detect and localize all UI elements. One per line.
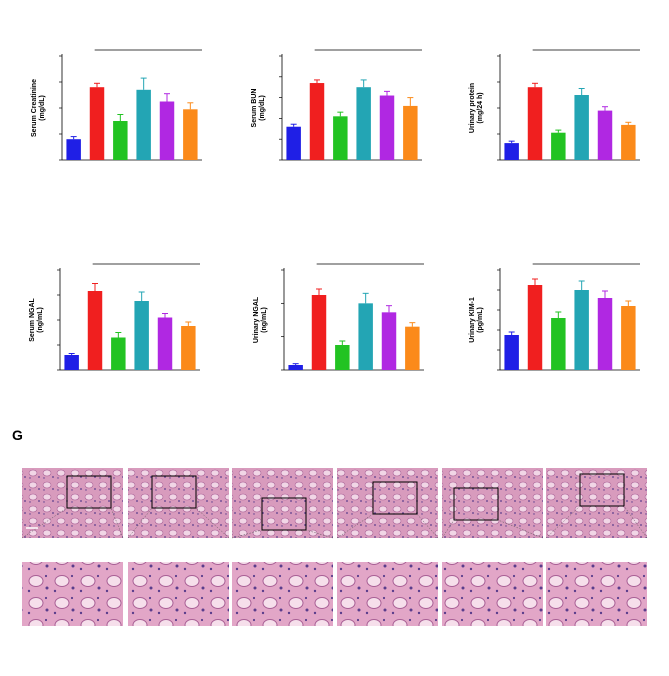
zoom-guide-line xyxy=(623,505,648,539)
bar xyxy=(551,132,566,160)
tissue-overview-image xyxy=(442,468,543,538)
tissue-overview-image xyxy=(232,468,333,538)
chart-d: Serum NGAL(ng/mL) xyxy=(29,263,200,371)
bar xyxy=(66,139,81,160)
zoom-region-box xyxy=(261,497,307,531)
tissue-zoom-image xyxy=(337,562,438,626)
chart-a: Serum Creatinine(mg/dL) xyxy=(31,49,202,161)
zoom-region-box xyxy=(453,487,499,521)
bar xyxy=(403,105,418,160)
bar xyxy=(111,337,126,370)
bar xyxy=(356,87,371,160)
bar xyxy=(333,116,348,160)
zoom-region-box xyxy=(151,475,197,509)
tissue-overview-image xyxy=(546,468,647,538)
y-axis-label-line: (mg/dL) xyxy=(259,95,266,121)
chart-b: Serum BUN(mg/dL) xyxy=(251,49,422,161)
y-axis-label-line: Urinary NGAL xyxy=(253,296,260,343)
y-axis-label-line: (mg/dL) xyxy=(39,95,46,121)
bar xyxy=(381,312,397,370)
tissue-zoom-image xyxy=(546,562,647,626)
bar xyxy=(379,95,395,160)
chart-f: Urinary KIM-1(pg/mL) xyxy=(469,263,640,371)
tissue-overview-image xyxy=(22,468,123,538)
y-axis-label: Serum NGAL(ng/mL) xyxy=(29,297,44,341)
bar xyxy=(527,285,543,370)
histology-column-2 xyxy=(231,468,334,626)
zoom-guide-line xyxy=(195,507,230,539)
y-axis-label: Serum BUN(mg/dL) xyxy=(251,89,266,128)
y-axis-label: Urinary KIM-1(pg/mL) xyxy=(469,297,484,343)
tissue-zoom-image xyxy=(128,562,229,626)
y-axis-label-line: (ng/mL) xyxy=(261,307,268,333)
bar xyxy=(621,306,636,370)
tissue-overview-image xyxy=(128,468,229,538)
bar xyxy=(335,345,350,370)
bar xyxy=(551,318,566,370)
y-axis-label: Urinary protein(mg/24 h) xyxy=(469,83,484,133)
bar xyxy=(504,335,519,370)
y-axis-label-line: Serum Creatinine xyxy=(31,79,38,137)
zoom-guide-line xyxy=(497,519,544,539)
zoom-region-box xyxy=(66,475,112,509)
bar xyxy=(136,89,151,160)
chart-c: Urinary protein(mg/24 h) xyxy=(469,49,640,161)
y-axis-label: Serum Creatinine(mg/dL) xyxy=(31,79,46,137)
zoom-region-box xyxy=(579,473,625,507)
zoom-guide-line xyxy=(336,513,374,539)
y-axis-label: Urinary NGAL(ng/mL) xyxy=(253,296,268,343)
bar xyxy=(159,101,175,160)
bar xyxy=(358,303,373,370)
bar xyxy=(621,124,636,160)
zoom-guide-line xyxy=(127,507,153,539)
bar xyxy=(504,143,519,160)
bar xyxy=(87,291,103,370)
bar xyxy=(311,295,327,370)
y-axis-label-line: Serum BUN xyxy=(251,89,258,128)
y-axis-label-line: (ng/mL) xyxy=(37,307,44,333)
zoom-guide-line xyxy=(441,519,455,539)
tissue-zoom-image xyxy=(232,562,333,626)
tissue-zoom-image xyxy=(442,562,543,626)
bar xyxy=(574,290,589,370)
zoom-guide-line xyxy=(416,513,439,539)
bar xyxy=(597,110,613,160)
chart-e: Urinary NGAL(ng/mL) xyxy=(253,263,424,371)
tissue-overview-image xyxy=(337,468,438,538)
bar xyxy=(64,355,79,370)
histology-column-5 xyxy=(545,468,648,626)
bar xyxy=(89,87,105,160)
bar xyxy=(288,365,303,370)
bar xyxy=(157,317,173,370)
histology-column-1 xyxy=(127,468,230,626)
bar xyxy=(574,95,589,160)
y-axis-label-line: Serum NGAL xyxy=(29,297,36,341)
bar xyxy=(405,326,420,370)
tissue-zoom-image xyxy=(22,562,123,626)
histology-panel: G xyxy=(12,427,648,626)
bar xyxy=(181,326,196,370)
histology-column-3 xyxy=(336,468,439,626)
bar xyxy=(183,109,198,160)
bar xyxy=(134,301,149,370)
zoom-guide-line xyxy=(110,507,124,539)
histology-column-0 xyxy=(21,468,124,626)
bar xyxy=(113,121,128,160)
bar xyxy=(527,87,543,160)
zoom-guide-line xyxy=(231,529,263,539)
y-axis-label-line: Urinary protein xyxy=(469,83,476,133)
bar xyxy=(286,126,301,160)
y-axis-label-line: Urinary KIM-1 xyxy=(469,297,476,343)
zoom-region-box xyxy=(372,481,418,515)
y-axis-label-line: (pg/mL) xyxy=(477,307,484,333)
bar-chart-panels: Serum Creatinine(mg/dL) Serum BUN(mg/dL) U… xyxy=(29,49,640,371)
bar xyxy=(597,298,613,370)
bar xyxy=(309,83,325,160)
y-axis-label-line: (mg/24 h) xyxy=(477,92,484,123)
histology-column-4 xyxy=(441,468,544,626)
panel-letter-g: G xyxy=(12,427,23,443)
zoom-guide-line xyxy=(21,507,68,539)
